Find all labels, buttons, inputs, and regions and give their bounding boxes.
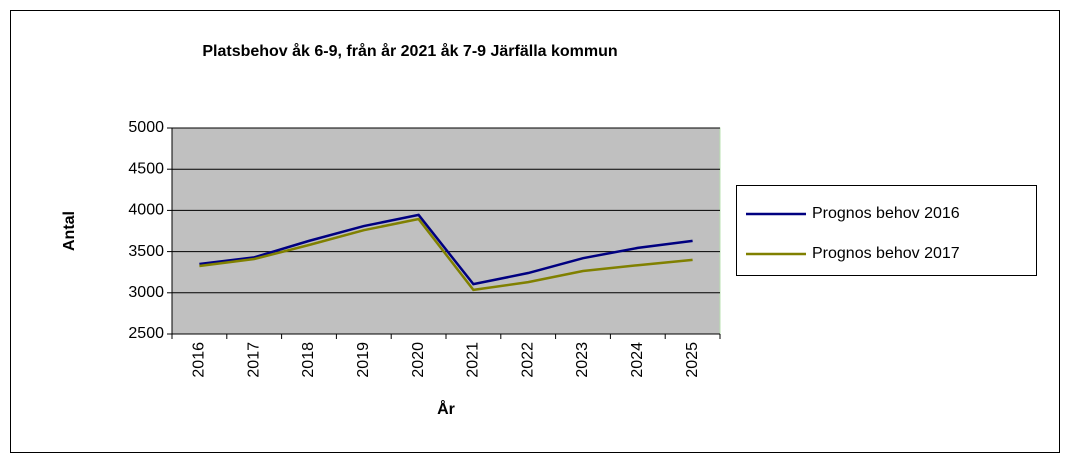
y-tick-label: 5000: [128, 119, 164, 136]
x-tick-label: 2019: [355, 342, 372, 378]
x-tick-label: 2021: [465, 342, 482, 378]
y-axis-title: Antal: [61, 211, 78, 251]
x-tick-label: 2023: [574, 342, 591, 378]
x-tick-label: 2024: [629, 342, 646, 378]
line-series: [199, 217, 693, 292]
x-tick-label: 2018: [300, 342, 317, 378]
x-tick-label: 2022: [519, 342, 536, 378]
y-tick-label: 4500: [128, 160, 164, 177]
x-axis-title: År: [437, 399, 455, 418]
x-tick-label: 2025: [684, 342, 701, 378]
y-tick-label: 3500: [128, 243, 164, 260]
legend-label: Prognos behov 2017: [812, 245, 960, 262]
legend: [736, 185, 1037, 276]
line-series: [199, 213, 693, 286]
plot-area: [171, 127, 721, 335]
legend-label: Prognos behov 2016: [812, 205, 960, 222]
x-tick-label: 2016: [191, 342, 208, 378]
y-tick-label: 3000: [128, 284, 164, 301]
y-tick-label: 2500: [128, 325, 164, 342]
x-tick-label: 2017: [245, 342, 262, 378]
x-tick-label: 2020: [410, 342, 427, 378]
y-tick-label: 4000: [128, 202, 164, 219]
chart-title: Platsbehov åk 6-9, från år 2021 åk 7-9 J…: [202, 42, 617, 60]
